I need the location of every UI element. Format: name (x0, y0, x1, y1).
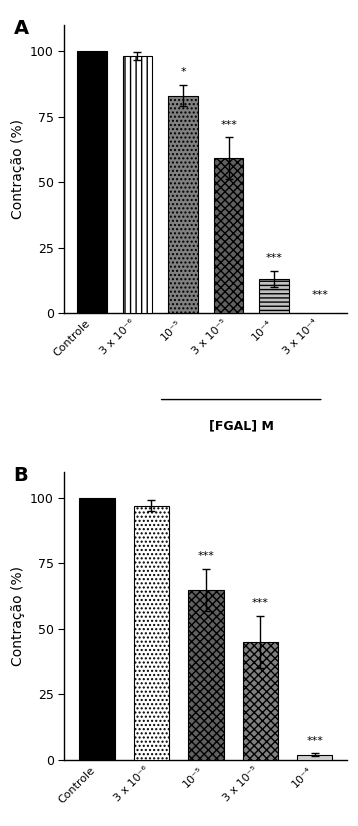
Bar (297, 755, 332, 760)
Y-axis label: Contração (%): Contração (%) (11, 119, 25, 219)
Y-axis label: Contração (%): Contração (%) (11, 566, 25, 666)
Text: A: A (14, 19, 29, 38)
Text: [FGAL] M: [FGAL] M (209, 420, 274, 433)
Bar (188, 590, 223, 760)
Bar (77, 51, 107, 313)
Bar (79, 498, 115, 760)
Text: B: B (14, 466, 28, 485)
Text: ***: *** (306, 735, 323, 746)
Text: *: * (180, 67, 186, 77)
Text: ***: *** (220, 120, 237, 130)
Text: ***: *** (311, 290, 328, 300)
Text: ***: *** (252, 598, 268, 608)
Bar (214, 159, 243, 313)
Bar (260, 279, 289, 313)
Bar (134, 506, 169, 760)
Text: ***: *** (266, 254, 283, 263)
Bar (122, 56, 152, 313)
Bar (243, 642, 278, 760)
Text: ***: *** (197, 551, 214, 561)
Bar (168, 96, 198, 313)
